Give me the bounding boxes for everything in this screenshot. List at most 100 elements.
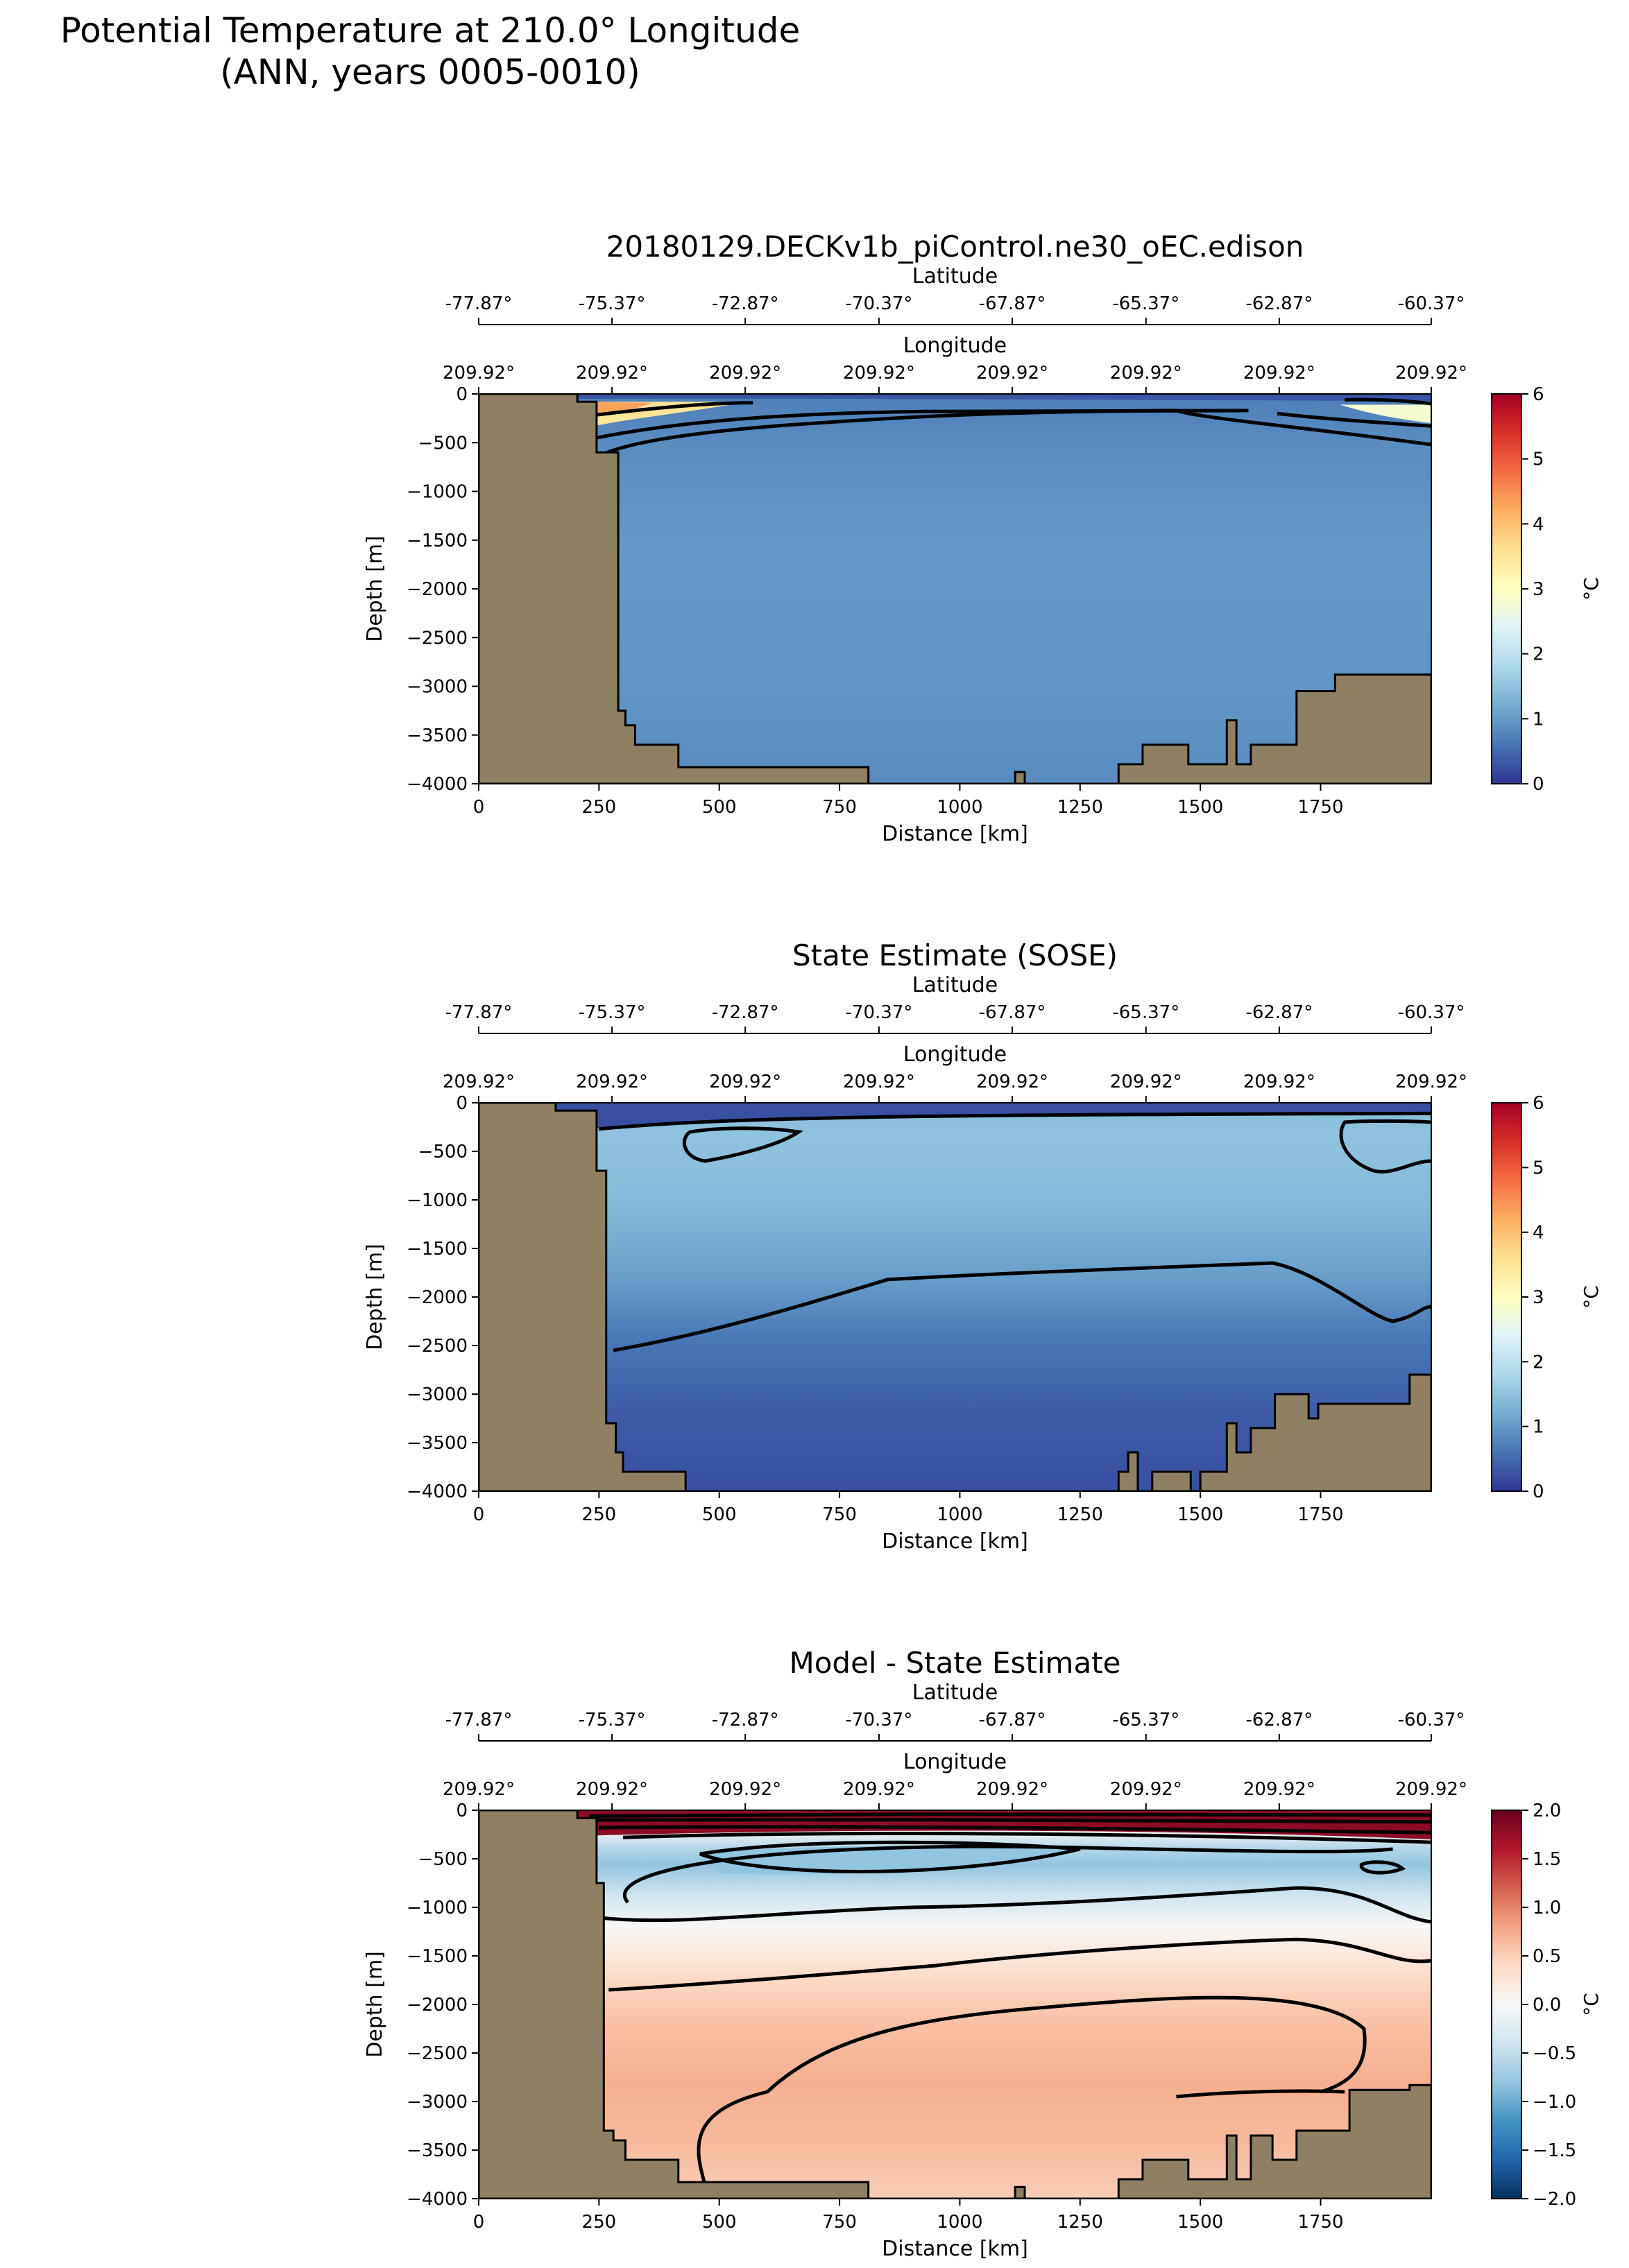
y-tick-label: −3000 [407, 677, 468, 698]
x-tick-label: 250 [582, 1504, 617, 1525]
longitude-tick-label: 209.92° [1395, 363, 1467, 384]
x-tick-label: 1500 [1177, 1504, 1223, 1525]
colorbar-tick-label: 2 [1533, 1352, 1544, 1373]
longitude-tick-label: 209.92° [576, 1779, 648, 1800]
longitude-tick-label: 209.92° [843, 1072, 915, 1092]
suptitle-line-1: Potential Temperature at 210.0° Longitud… [60, 10, 801, 51]
interior-water [479, 1103, 1431, 1491]
y-tick-label: −3000 [407, 2092, 468, 2113]
x-tick-label: 1250 [1057, 797, 1103, 818]
y-tick-label: −2000 [407, 1995, 468, 2016]
bathymetry-land [479, 1810, 1431, 2199]
longitude-axis-label: Longitude [903, 334, 1007, 358]
contour-line-9 [608, 1937, 1431, 1992]
latitude-tick-label: -77.87° [445, 1002, 513, 1023]
latitude-tick-label: -75.37° [579, 1710, 646, 1730]
colorbar-tick-label: −0.5 [1533, 2043, 1576, 2064]
latitude-tick-label: -67.87° [979, 293, 1046, 314]
longitude-tick-label: 209.92° [576, 363, 648, 384]
longitude-tick-label: 209.92° [1395, 1779, 1467, 1800]
latitude-tick-label: -65.37° [1112, 1002, 1179, 1023]
contour-line-4 [613, 1261, 1431, 1352]
contour-line-6 [622, 1844, 1393, 1904]
longitude-tick-label: 209.92° [1243, 363, 1315, 384]
x-tick-label: 250 [582, 2212, 617, 2233]
contour-line-10 [697, 1995, 1367, 2185]
colorbar [1491, 1102, 1522, 1492]
y-tick-label: 0 [456, 384, 468, 405]
longitude-tick-label: 209.92° [443, 1779, 515, 1800]
latitude-tick-label: -72.87° [712, 1710, 779, 1730]
longitude-tick-label: 209.92° [709, 1072, 781, 1092]
longitude-tick-label: 209.92° [976, 1779, 1048, 1800]
surface-layer [574, 394, 1431, 401]
x-tick-label: 500 [702, 1504, 737, 1525]
longitude-tick-label: 209.92° [1243, 1072, 1315, 1092]
panel-title: 20180129.DECKv1b_piControl.ne30_oEC.edis… [606, 230, 1304, 264]
colorbar-tick-label: 0 [1533, 1481, 1544, 1502]
latitude-tick-label: -65.37° [1112, 293, 1179, 314]
colorbar-tick-label: 2.0 [1533, 1801, 1561, 1821]
contour-line-2 [596, 409, 1249, 440]
x-tick-label: 750 [822, 1504, 857, 1525]
x-axis-label: Distance [km] [882, 822, 1028, 846]
longitude-tick-label: 209.92° [843, 363, 915, 384]
longitude-tick-label: 209.92° [843, 1779, 915, 1800]
latitude-tick-label: -70.37° [846, 293, 913, 314]
shelf-water-east [1340, 404, 1431, 424]
colorbar-tick-label: 4 [1533, 1223, 1544, 1244]
y-tick-label: −1000 [407, 1898, 468, 1918]
latitude-tick-label: -62.87° [1245, 1710, 1313, 1730]
colorbar-tick-label: 0 [1533, 774, 1544, 795]
contour-line-8 [594, 1886, 1431, 1924]
colorbar-tick-label: −1.5 [1533, 2140, 1576, 2161]
colorbar-tick-label: 5 [1533, 1158, 1544, 1178]
contour-line-3 [595, 409, 1431, 459]
y-tick-label: −3500 [407, 2140, 468, 2161]
colorbar-label: °C [1580, 577, 1603, 601]
colorbar-tick-label: 1 [1533, 1417, 1544, 1438]
latitude-tick-label: -72.87° [712, 293, 779, 314]
longitude-tick-label: 209.92° [576, 1072, 648, 1092]
latitude-tick-label: -60.37° [1398, 293, 1465, 314]
y-tick-label: −3500 [407, 1433, 468, 1454]
colorbar-tick-label: 5 [1533, 449, 1544, 470]
x-tick-label: 250 [582, 797, 617, 818]
colorbar-tick-label: 0.5 [1533, 1946, 1561, 1967]
y-tick-label: −500 [418, 1142, 468, 1162]
latitude-tick-label: -62.87° [1245, 293, 1313, 314]
x-axis-label: Distance [km] [882, 1529, 1028, 1554]
latitude-tick-label: -75.37° [579, 293, 646, 314]
y-axis-label: Depth [m] [363, 1244, 387, 1350]
colorbar-label: °C [1580, 1993, 1603, 2016]
longitude-tick-label: 209.92° [1110, 1779, 1182, 1800]
y-tick-label: −500 [418, 1849, 468, 1870]
latitude-tick-label: -75.37° [579, 1002, 646, 1023]
y-tick-label: −2500 [407, 2043, 468, 2064]
x-tick-label: 750 [822, 797, 857, 818]
x-tick-label: 1250 [1057, 2212, 1103, 2233]
panel-title: Model - State Estimate [790, 1646, 1121, 1680]
interior-water [479, 394, 1431, 784]
latitude-tick-label: -62.87° [1245, 1002, 1313, 1023]
y-tick-label: −3500 [407, 725, 468, 746]
x-tick-label: 500 [702, 797, 737, 818]
x-tick-label: 1750 [1297, 1504, 1343, 1525]
contour-line-5 [1345, 397, 1431, 406]
x-tick-label: 0 [473, 797, 485, 818]
colorbar [1491, 1810, 1522, 2199]
contour-line-1 [584, 401, 753, 418]
figure-suptitle: Potential Temperature at 210.0° Longitud… [14, 10, 846, 93]
x-axis-label: Distance [km] [882, 2237, 1028, 2261]
suptitle-line-2: (ANN, years 0005-0010) [220, 52, 640, 92]
longitude-tick-label: 209.92° [1395, 1072, 1467, 1092]
y-tick-label: −4000 [407, 774, 468, 795]
colorbar-tick-label: 1 [1533, 709, 1544, 730]
latitude-tick-label: -60.37° [1398, 1002, 1465, 1023]
x-tick-label: 0 [473, 1504, 485, 1525]
contour-line-1 [589, 1812, 1431, 1818]
colorbar-tick-label: −2.0 [1533, 2189, 1576, 2210]
temperature-field [479, 1103, 1431, 1491]
y-tick-label: −2000 [407, 579, 468, 600]
